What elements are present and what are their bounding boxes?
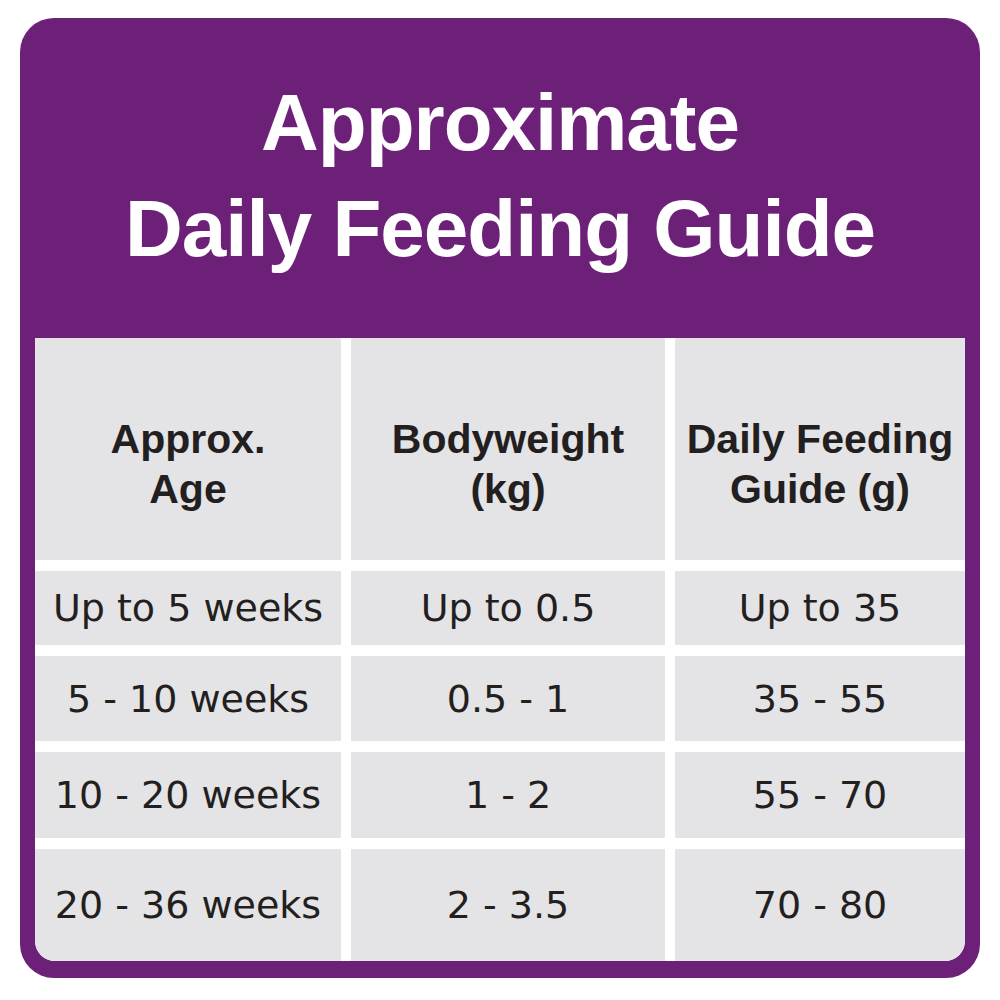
column-header-daily-feeding-line2: Guide (g) <box>687 464 954 514</box>
feeding-guide-panel: Approximate Daily Feeding Guide Approx. … <box>20 18 980 978</box>
cell-row1-feeding: Up to 35 <box>675 571 965 645</box>
cell-row2-bodyweight: 0.5 - 1 <box>351 656 665 741</box>
cell-row2-feeding: 35 - 55 <box>675 656 965 741</box>
cell-row2-age: 5 - 10 weeks <box>35 656 341 741</box>
feeding-table: Approx. Age Bodyweight (kg) Daily Feedin… <box>35 338 965 961</box>
guide-title-line1: Approximate <box>20 70 980 176</box>
guide-title: Approximate Daily Feeding Guide <box>20 70 980 282</box>
cell-row1-bodyweight: Up to 0.5 <box>351 571 665 645</box>
column-header-daily-feeding: Daily Feeding Guide (g) <box>675 338 965 560</box>
column-header-age: Approx. Age <box>35 338 341 560</box>
cell-row3-feeding: 55 - 70 <box>675 752 965 838</box>
cell-row4-bodyweight: 2 - 3.5 <box>351 849 665 961</box>
column-header-bodyweight-line2: (kg) <box>392 464 624 514</box>
column-header-bodyweight: Bodyweight (kg) <box>351 338 665 560</box>
feeding-guide-graphic: Approximate Daily Feeding Guide Approx. … <box>0 0 1000 1000</box>
cell-row4-age: 20 - 36 weeks <box>35 849 341 961</box>
column-header-daily-feeding-line1: Daily Feeding <box>687 414 954 464</box>
column-header-bodyweight-line1: Bodyweight <box>392 414 624 464</box>
guide-title-line2: Daily Feeding Guide <box>20 176 980 282</box>
cell-row3-bodyweight: 1 - 2 <box>351 752 665 838</box>
column-header-age-line1: Approx. <box>111 414 266 464</box>
column-header-age-line2: Age <box>111 464 266 514</box>
cell-row3-age: 10 - 20 weeks <box>35 752 341 838</box>
cell-row4-feeding: 70 - 80 <box>675 849 965 961</box>
cell-row1-age: Up to 5 weeks <box>35 571 341 645</box>
